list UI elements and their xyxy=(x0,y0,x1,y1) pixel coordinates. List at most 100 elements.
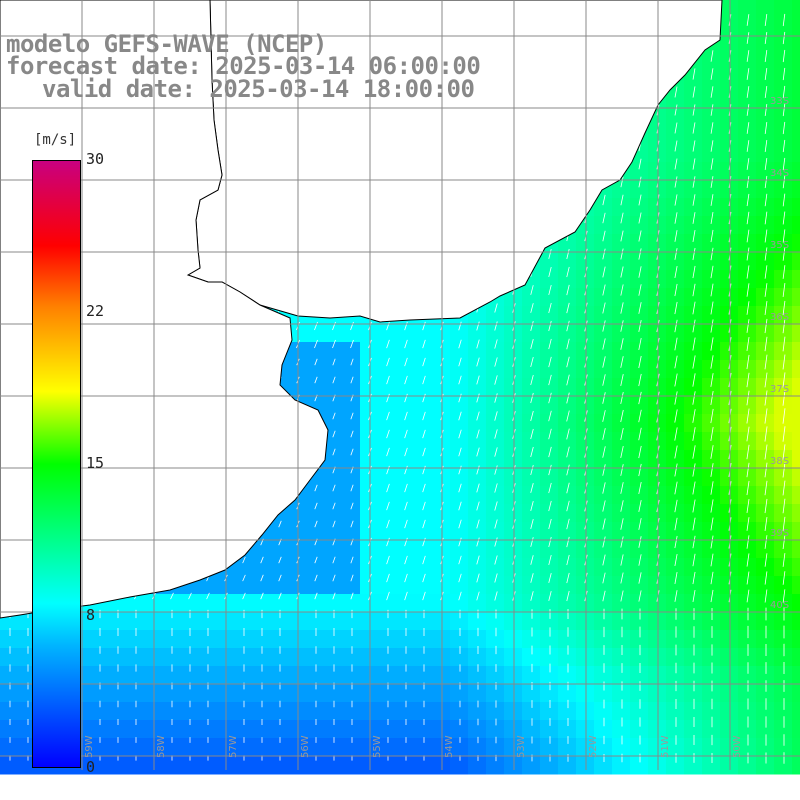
wind-cell xyxy=(360,540,379,559)
lon-label: 51W xyxy=(660,735,671,758)
wind-cell xyxy=(234,720,253,739)
wind-cell xyxy=(666,522,685,541)
wind-cell xyxy=(378,558,397,577)
wind-arrow xyxy=(746,426,750,442)
wind-cell xyxy=(720,90,739,109)
wind-arrow xyxy=(782,85,786,99)
wind-cell xyxy=(252,648,271,667)
wind-cell xyxy=(306,558,325,577)
wind-cell xyxy=(792,576,800,595)
wind-arrow xyxy=(692,337,696,351)
wind-cell xyxy=(468,324,487,343)
wind-cell xyxy=(270,648,289,667)
wind-arrow xyxy=(674,194,678,206)
wind-cell xyxy=(648,306,667,325)
wind-cell xyxy=(756,0,775,19)
wind-cell xyxy=(216,738,235,757)
wind-cell xyxy=(576,450,595,469)
wind-cell xyxy=(774,270,793,289)
lat-label: 40S xyxy=(770,600,789,611)
wind-cell xyxy=(432,756,451,775)
wind-cell xyxy=(612,684,631,703)
wind-cell xyxy=(270,756,289,775)
wind-arrow xyxy=(764,283,768,297)
wind-cell xyxy=(720,234,739,253)
wind-cell xyxy=(738,270,757,289)
wind-cell xyxy=(792,72,800,91)
wind-arrow xyxy=(476,339,480,349)
wind-arrow xyxy=(782,390,786,406)
wind-arrow xyxy=(350,484,354,492)
wind-cell xyxy=(738,0,757,19)
wind-cell xyxy=(378,630,397,649)
wind-cell xyxy=(558,594,577,613)
wind-cell xyxy=(792,738,800,757)
wind-arrow xyxy=(602,212,606,224)
wind-cell xyxy=(720,180,739,199)
wind-cell xyxy=(630,576,649,595)
wind-cell xyxy=(648,522,667,541)
wind-cell xyxy=(504,576,523,595)
wind-cell xyxy=(612,324,631,343)
wind-arrow xyxy=(494,501,498,511)
wind-cell xyxy=(684,396,703,415)
wind-arrow xyxy=(476,393,480,403)
wind-cell xyxy=(720,198,739,217)
wind-cell xyxy=(468,684,487,703)
wind-cell xyxy=(342,540,361,559)
wind-cell xyxy=(684,468,703,487)
wind-cell xyxy=(288,666,307,685)
wind-arrow xyxy=(602,500,606,512)
wind-cell xyxy=(288,612,307,631)
wind-cell xyxy=(378,432,397,451)
wind-cell xyxy=(738,558,757,577)
wind-cell xyxy=(288,576,307,595)
wind-arrow xyxy=(566,500,570,512)
wind-cell xyxy=(612,198,631,217)
wind-cell xyxy=(684,198,703,217)
wind-arrow xyxy=(710,571,714,585)
wind-arrow xyxy=(692,319,696,333)
wind-cell xyxy=(558,540,577,559)
wind-arrow xyxy=(602,554,606,566)
wind-arrow xyxy=(692,481,696,495)
wind-arrow xyxy=(674,355,678,369)
wind-cell xyxy=(756,126,775,145)
wind-arrow xyxy=(566,392,570,404)
wind-cell xyxy=(702,288,721,307)
wind-arrow xyxy=(638,536,642,548)
wind-cell xyxy=(432,630,451,649)
wind-cell xyxy=(648,378,667,397)
wind-arrow xyxy=(638,481,642,495)
wind-cell xyxy=(198,576,217,595)
wind-cell xyxy=(288,630,307,649)
wind-cell xyxy=(360,720,379,739)
wind-cell xyxy=(576,594,595,613)
wind-cell xyxy=(738,756,757,775)
wind-cell xyxy=(576,648,595,667)
wind-cell xyxy=(306,324,325,343)
wind-cell xyxy=(162,702,181,721)
wind-cell xyxy=(792,252,800,271)
wind-arrow xyxy=(746,480,750,496)
wind-arrow xyxy=(782,283,786,297)
wind-cell xyxy=(144,612,163,631)
wind-arrow xyxy=(674,301,678,315)
wind-cell xyxy=(504,378,523,397)
wind-cell xyxy=(360,360,379,379)
wind-cell xyxy=(324,756,343,775)
wind-cell xyxy=(432,450,451,469)
wind-arrow xyxy=(638,500,642,512)
wind-arrow xyxy=(674,265,678,279)
wind-cell xyxy=(522,720,541,739)
wind-cell xyxy=(720,216,739,235)
wind-cell xyxy=(756,720,775,739)
wind-cell xyxy=(234,612,253,631)
wind-arrow xyxy=(386,429,390,439)
wind-cell xyxy=(540,306,559,325)
wind-arrow xyxy=(386,591,390,601)
wind-arrow xyxy=(422,447,426,457)
wind-cell xyxy=(432,396,451,415)
wind-arrow xyxy=(746,535,750,549)
wind-cell xyxy=(378,738,397,757)
